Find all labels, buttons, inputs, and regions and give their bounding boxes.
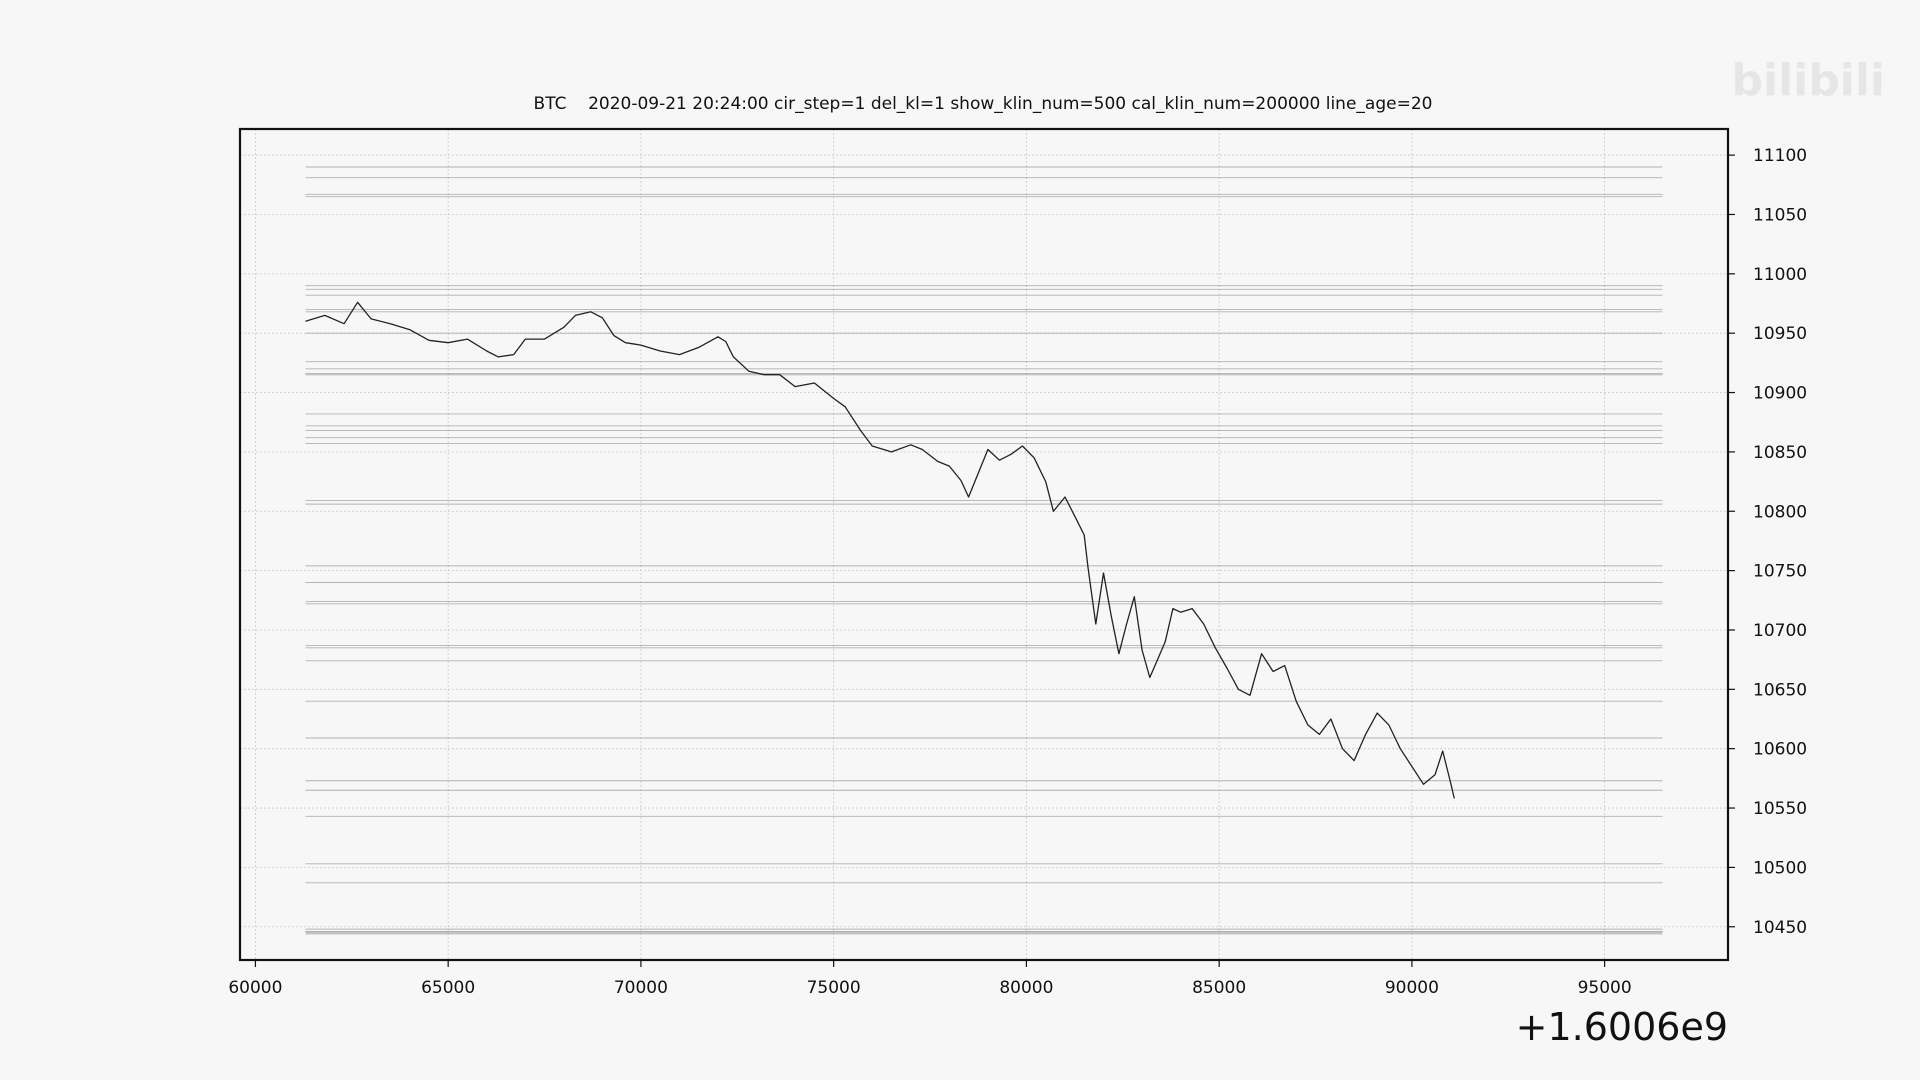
x-tick-label: 75000 — [807, 978, 861, 998]
x-tick-label: 80000 — [999, 978, 1053, 998]
y-tick-label: 10700 — [1753, 621, 1807, 641]
y-tick-label: 10800 — [1753, 502, 1807, 522]
y-tick-label: 11000 — [1753, 265, 1807, 285]
x-axis-offset-label: +1.6006e9 — [1516, 1005, 1728, 1049]
watermark-logo: bilibili — [1732, 55, 1885, 106]
y-tick-label: 10750 — [1753, 562, 1807, 582]
plot-area — [240, 129, 1728, 960]
support-resistance-levels — [305, 166, 1663, 935]
y-axis: 10450 10500 10550 10600 10650 10700 10750 10800… — [1728, 146, 1807, 938]
series-line — [305, 301, 1455, 799]
y-tick-label: 10650 — [1753, 680, 1807, 700]
plot-frame — [238, 127, 1730, 962]
y-tick-label: 10500 — [1753, 858, 1807, 878]
x-tick-label: 60000 — [228, 978, 282, 998]
y-tick-label: 10850 — [1753, 443, 1807, 463]
y-tick-label: 10550 — [1753, 799, 1807, 819]
y-tick-label: 10450 — [1753, 918, 1807, 938]
y-tick-label: 11050 — [1753, 205, 1807, 225]
x-tick-label: 85000 — [1192, 978, 1246, 998]
x-tick-label: 90000 — [1385, 978, 1439, 998]
y-tick-label: 10900 — [1753, 384, 1807, 404]
y-tick-label: 11100 — [1753, 146, 1807, 166]
x-tick-label: 70000 — [614, 978, 668, 998]
chart-title: BTC 2020-09-21 20:24:00 cir_step=1 del_k… — [534, 94, 1433, 114]
x-tick-label: 65000 — [421, 978, 475, 998]
x-axis: 60000 65000 70000 75000 80000 85000 90000 95000 — [228, 960, 1632, 998]
y-tick-label: 10950 — [1753, 324, 1807, 344]
price-series — [305, 301, 1455, 799]
y-tick-label: 10600 — [1753, 740, 1807, 760]
x-tick-label: 95000 — [1578, 978, 1632, 998]
